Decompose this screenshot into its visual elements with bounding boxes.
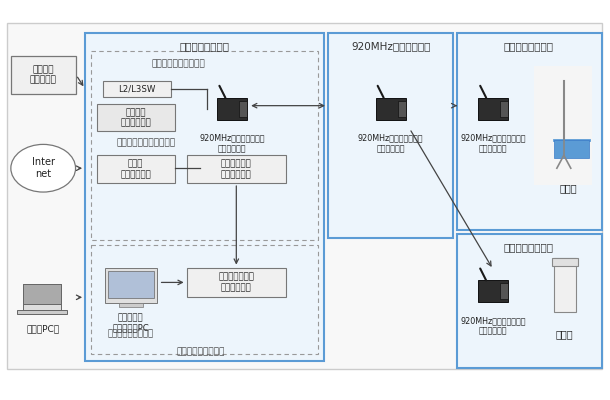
Bar (23, 284, 61, 304)
Bar (103, 81, 171, 97)
Bar (17, 310, 67, 314)
Text: 河川雨量計測設備: 河川雨量計測設備 (504, 242, 554, 252)
Text: 河川監視センター: 河川監視センター (179, 41, 229, 51)
Bar (478, 280, 508, 302)
Bar (500, 284, 508, 299)
Bar (97, 155, 174, 183)
Bar (552, 258, 578, 266)
Bar (398, 101, 406, 116)
Text: ノートPC等: ノートPC等 (27, 324, 60, 333)
Text: ネットワーク
管理サーバー: ネットワーク 管理サーバー (221, 160, 252, 179)
Text: L2/L3SW: L2/L3SW (118, 84, 156, 93)
Bar (458, 234, 601, 368)
Bar (85, 33, 324, 361)
Text: 920MHz帯マルチホップ
無線ユニット: 920MHz帯マルチホップ 無線ユニット (199, 134, 265, 153)
Text: 920MHz帯無線中継局: 920MHz帯無線中継局 (351, 41, 430, 51)
Bar (91, 245, 318, 354)
Bar (187, 268, 286, 297)
Bar (7, 23, 601, 369)
Text: 水位計: 水位計 (560, 183, 578, 193)
Bar (239, 101, 247, 116)
Bar (534, 66, 592, 185)
Text: ＜ネットワーク機能＞: ＜ネットワーク機能＞ (152, 59, 206, 68)
Text: 河川監視データ
管理サーバー: 河川監視データ 管理サーバー (218, 273, 254, 292)
Bar (105, 268, 157, 303)
Text: 920MHz帯マルチホップ
無線ユニット: 920MHz帯マルチホップ 無線ユニット (461, 316, 526, 336)
Bar (478, 98, 508, 120)
Bar (458, 33, 601, 230)
Ellipse shape (11, 144, 76, 192)
Bar (23, 284, 61, 310)
Text: 公開用
ゲートウェイ: 公開用 ゲートウェイ (120, 160, 151, 179)
Bar (500, 101, 508, 116)
Text: 雨量計: 雨量計 (556, 329, 573, 339)
Text: 920MHz帯マルチホップ
無線ユニット: 920MHz帯マルチホップ 無線ユニット (461, 134, 526, 153)
Bar (119, 303, 143, 307)
Text: Inter
net: Inter net (32, 158, 55, 179)
Text: 防災関連
システム等: 防災関連 システム等 (30, 65, 57, 84)
Bar (328, 33, 453, 238)
Text: 情報伝送
制御サーバー: 情報伝送 制御サーバー (120, 108, 151, 127)
Bar (91, 51, 318, 240)
Text: 河川水位計測設備: 河川水位計測設備 (504, 41, 554, 51)
Text: ＜他システム連携機能＞: ＜他システム連携機能＞ (116, 138, 175, 148)
Text: ＜データ収集機能＞: ＜データ収集機能＞ (176, 347, 224, 356)
Bar (376, 98, 406, 120)
Bar (554, 140, 589, 158)
Bar (97, 104, 174, 132)
Text: 920MHz帯マルチホップ
無線ユニット: 920MHz帯マルチホップ 無線ユニット (358, 134, 423, 153)
Text: 監視データ
モニター用PC: 監視データ モニター用PC (112, 313, 149, 333)
Bar (187, 155, 286, 183)
Text: ＜データ表示機能＞: ＜データ表示機能＞ (108, 329, 154, 338)
Bar (108, 270, 154, 298)
Bar (12, 56, 76, 94)
Bar (554, 258, 576, 312)
Bar (217, 98, 247, 120)
